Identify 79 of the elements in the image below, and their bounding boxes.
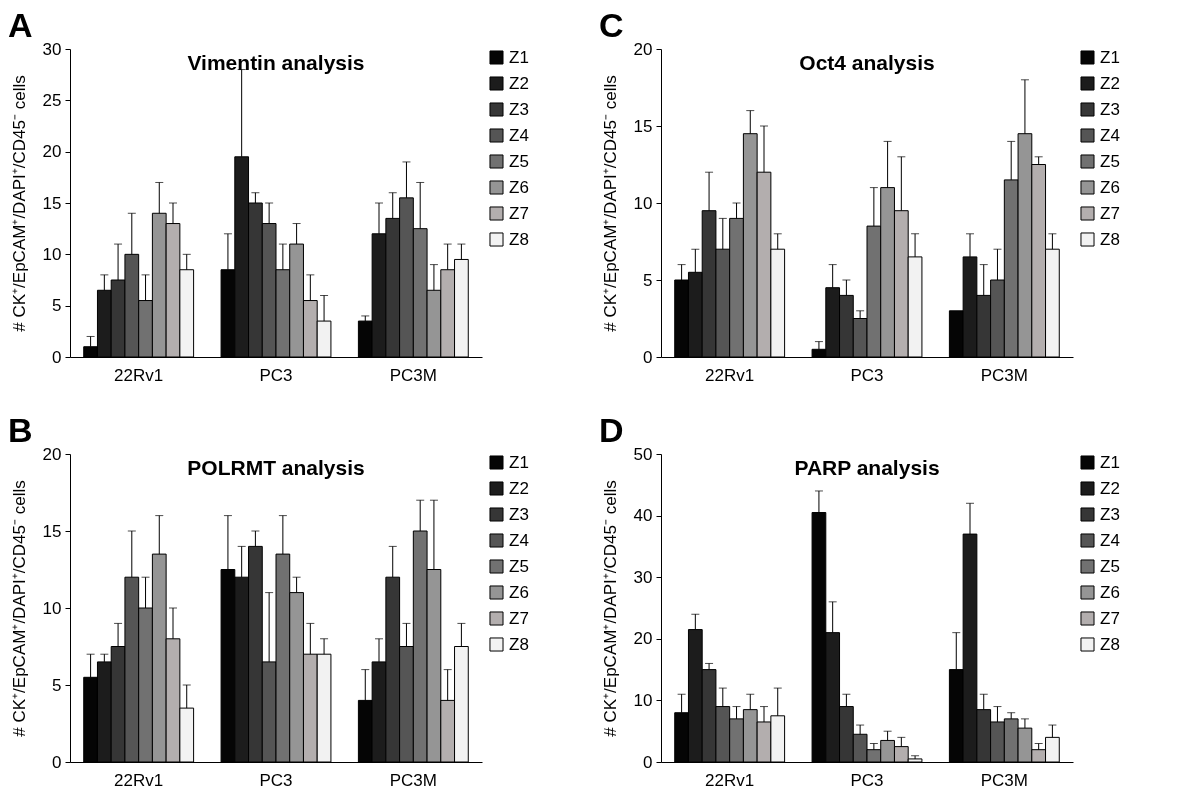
- y-tick-label: 50: [633, 444, 653, 464]
- y-tick-label: 0: [643, 752, 653, 772]
- y-tick-label: 5: [52, 675, 62, 695]
- x-tick-label: 22Rv1: [705, 770, 755, 790]
- y-tick-label: 40: [633, 506, 653, 526]
- legend-label: Z6: [509, 177, 529, 197]
- legend-label: Z6: [1100, 177, 1120, 197]
- chart-title: POLRMT analysis: [187, 456, 365, 479]
- y-tick-label: 10: [42, 244, 62, 264]
- legend-label: Z5: [1100, 556, 1120, 576]
- y-tick-label: 20: [42, 142, 62, 162]
- legend-label: Z6: [509, 582, 529, 602]
- x-tick-label: PC3M: [389, 770, 437, 790]
- legend-label: Z7: [509, 608, 529, 628]
- legend-label: Z1: [509, 452, 529, 472]
- legend-label: Z3: [1100, 99, 1120, 119]
- x-tick-label: 22Rv1: [705, 365, 755, 385]
- y-tick-label: 20: [633, 39, 653, 59]
- legend-label: Z3: [509, 99, 529, 119]
- y-axis-title: # CK⁺/EpCAM⁺/DAPI⁺/CD45⁻ cells: [9, 480, 29, 737]
- y-tick-label: 30: [42, 39, 62, 59]
- y-tick-label: 0: [52, 752, 62, 772]
- text: D: [599, 411, 624, 450]
- y-axis-title: # CK⁺/EpCAM⁺/DAPI⁺/CD45⁻ cells: [600, 480, 620, 737]
- legend-label: Z1: [1100, 47, 1120, 67]
- y-tick-label: 15: [42, 521, 62, 541]
- y-tick-label: 5: [643, 270, 653, 290]
- legend-label: Z2: [509, 73, 529, 93]
- legend-label: Z8: [509, 229, 529, 249]
- legend-label: Z2: [509, 478, 529, 498]
- legend-label: Z3: [1100, 504, 1120, 524]
- chart-title: Vimentin analysis: [187, 51, 365, 74]
- y-tick-label: 15: [42, 193, 62, 213]
- chart-title: PARP analysis: [794, 456, 940, 479]
- text: C: [599, 6, 624, 45]
- chart-title: Oct4 analysis: [799, 51, 935, 74]
- x-tick-label: PC3: [259, 770, 293, 790]
- x-tick-label: PC3M: [980, 365, 1028, 385]
- x-tick-label: PC3: [850, 770, 884, 790]
- legend-label: Z8: [1100, 229, 1120, 249]
- legend-label: Z6: [1100, 582, 1120, 602]
- legend-label: Z4: [1100, 125, 1120, 145]
- x-tick-label: PC3M: [389, 365, 437, 385]
- y-tick-label: 10: [633, 193, 653, 213]
- y-tick-label: 0: [52, 347, 62, 367]
- legend-label: Z4: [509, 530, 529, 550]
- legend-label: Z1: [1100, 452, 1120, 472]
- legend-label: Z5: [509, 556, 529, 576]
- x-tick-label: 22Rv1: [114, 365, 164, 385]
- y-tick-label: 0: [643, 347, 653, 367]
- legend-label: Z7: [1100, 608, 1120, 628]
- y-axis-title: # CK⁺/EpCAM⁺/DAPI⁺/CD45⁻ cells: [9, 75, 29, 332]
- y-tick-label: 10: [42, 598, 62, 618]
- y-tick-label: 20: [42, 444, 62, 464]
- y-tick-label: 20: [633, 629, 653, 649]
- x-tick-label: 22Rv1: [114, 770, 164, 790]
- text: B: [8, 411, 33, 450]
- legend-label: Z2: [1100, 478, 1120, 498]
- y-axis-title: # CK⁺/EpCAM⁺/DAPI⁺/CD45⁻ cells: [600, 75, 620, 332]
- text: A: [8, 6, 33, 45]
- legend-label: Z2: [1100, 73, 1120, 93]
- y-tick-label: 10: [633, 690, 653, 710]
- legend-label: Z5: [509, 151, 529, 171]
- legend-label: Z7: [1100, 203, 1120, 223]
- legend-label: Z3: [509, 504, 529, 524]
- legend-label: Z5: [1100, 151, 1120, 171]
- legend-label: Z8: [1100, 634, 1120, 654]
- legend-label: Z1: [509, 47, 529, 67]
- legend-label: Z4: [509, 125, 529, 145]
- y-tick-label: 25: [42, 90, 62, 110]
- x-tick-label: PC3: [850, 365, 884, 385]
- x-tick-label: PC3M: [980, 770, 1028, 790]
- legend-label: Z4: [1100, 530, 1120, 550]
- x-tick-label: PC3: [259, 365, 293, 385]
- legend-label: Z8: [509, 634, 529, 654]
- y-tick-label: 15: [633, 116, 653, 136]
- y-tick-label: 30: [633, 567, 653, 587]
- legend-label: Z7: [509, 203, 529, 223]
- y-tick-label: 5: [52, 296, 62, 316]
